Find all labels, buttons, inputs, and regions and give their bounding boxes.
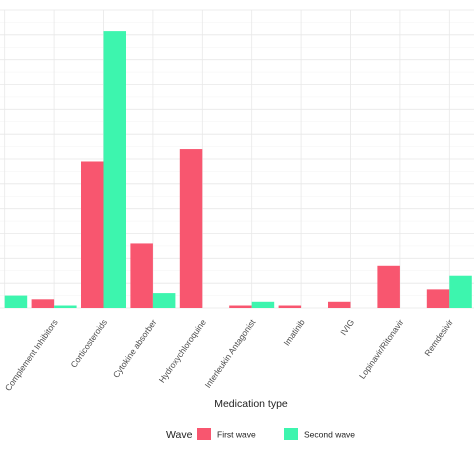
x-tick-label: Interleukin Antagonist [203,317,258,390]
bar-first-wave-7 [328,301,351,308]
bar-second-wave-0 [4,295,28,308]
legend: Wave First wave Second wave [166,428,355,441]
x-tick-label: Imatinib [281,317,306,347]
x-tick-label: IVIG [338,317,356,337]
x-tick-label: Complement Inhibitors [3,317,60,392]
bar-second-wave-3 [152,293,176,308]
bar-first-wave-1 [31,299,55,308]
bar-first-wave-8 [377,265,400,308]
bar-second-wave-9 [449,275,472,308]
bar-first-wave-6 [278,305,302,308]
gridlines [0,9,474,309]
x-tick-label: Hydroxychloroquine [157,317,208,384]
bars [4,31,472,308]
x-tick-label: Lopinavir/Ritonavir [357,317,406,381]
bar-second-wave-1 [54,305,77,308]
bar-second-wave-2 [103,31,126,308]
bar-first-wave-4 [179,149,203,308]
bar-first-wave-2 [81,161,104,308]
bar-first-wave-3 [130,243,153,308]
legend-label: Second wave [304,430,355,440]
legend-swatch [284,428,298,440]
bar-first-wave-5 [229,305,252,308]
bar-second-wave-5 [251,301,275,308]
x-axis-title: Medication type [214,398,288,410]
x-tick-label: Corticosteroids [68,317,109,369]
x-tick-labels: Complement Inhibitors Corticosteroids Cyto… [3,317,455,393]
bar-first-wave-9 [426,289,450,308]
x-tick-label: Cytokine absorber [111,317,159,379]
legend-label: First wave [217,430,256,440]
x-tick-label: Remdesivir [422,317,455,358]
legend-title: Wave [166,429,193,441]
legend-swatch [197,428,211,440]
